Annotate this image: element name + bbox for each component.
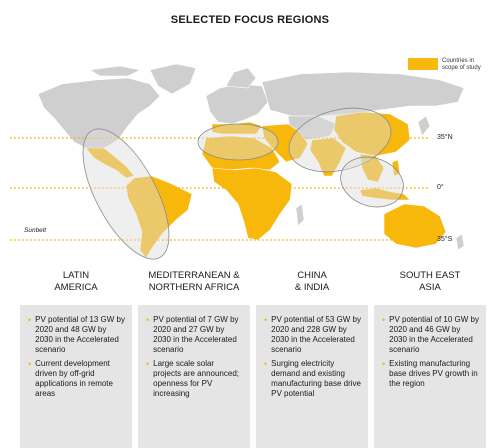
bullet-item: • PV potential of 53 GW by 2020 and 228 … [264,315,362,355]
europe-shape [205,83,269,125]
bullet-item: • Current development driven by off-grid… [28,359,126,399]
region-title-line1: CHINA [297,270,327,281]
bullet-text: Surging electricity demand and existing … [271,359,361,398]
new-zealand-shape [455,233,465,251]
mediterranean-ellipse [197,123,279,161]
region-title-line2: & INDIA [294,282,330,293]
bullet-dot-icon: • [264,315,268,325]
india-shape [309,137,347,177]
bullet-item: • PV potential of 10 GW by 2020 and 46 G… [382,315,480,355]
world-map: 35°N 0° 35°S [0,44,500,260]
legend-label: Countries in scope of study [442,58,481,71]
southeast-asia-ellipse [340,156,404,208]
region-title-mediterranean: MEDITERRANEAN & NORTHERN AFRICA [138,270,250,294]
bullet-dot-icon: • [382,359,386,369]
indonesia-shape [359,187,411,201]
bullet-dot-icon: • [264,359,268,369]
greenland-shape [149,63,197,95]
madagascar-shape [295,203,305,227]
bullet-item: • Existing manufacturing base drives PV … [382,359,480,389]
page-title: SELECTED FOCUS REGIONS [170,14,330,26]
region-title-line1: LATIN [62,270,90,281]
bullet-dot-icon: • [28,359,32,369]
arctic-islands-shape [89,65,141,77]
japan-shape [417,115,431,137]
bullet-dot-icon: • [28,315,32,325]
region-panel-southeast-asia: • PV potential of 10 GW by 2020 and 46 G… [374,305,486,448]
legend-swatch [408,58,438,70]
mexico-shape [85,147,135,179]
region-title-line2: ASIA [419,282,441,293]
region-panel-china-india: • PV potential of 53 GW by 2020 and 228 … [256,305,368,448]
bullet-item: • PV potential of 13 GW by 2020 and 48 G… [28,315,126,355]
bullet-text: PV potential of 7 GW by 2020 and 27 GW b… [153,315,239,354]
region-ellipses [82,107,404,260]
region-panel-mediterranean: • PV potential of 7 GW by 2020 and 27 GW… [138,305,250,448]
world-map-svg [10,63,465,260]
bullet-dot-icon: • [146,359,150,369]
bullet-item: • Large scale solar projects are announc… [146,359,244,399]
bullet-text: Existing manufacturing base drives PV gr… [389,359,478,388]
latitude-label-35n: 35°N [437,134,453,141]
latin-america-ellipse [82,128,170,260]
bullet-dot-icon: • [146,315,150,325]
sub-saharan-africa-shape [211,167,293,241]
region-panel-latin-america: • PV potential of 13 GW by 2020 and 48 G… [20,305,132,448]
region-title-china-india: CHINA & INDIA [256,270,368,294]
australia-shape [383,203,447,249]
region-title-line2: NORTHERN AFRICA [148,282,240,293]
sunbelt-label: Sunbelt [24,227,47,234]
region-title-latin-america: LATIN AMERICA [20,270,132,294]
region-title-southeast-asia: SOUTH EAST ASIA [374,270,486,294]
north-america-shape [37,77,161,157]
bullet-text: PV potential of 53 GW by 2020 and 228 GW… [271,315,361,354]
region-title-line1: SOUTH EAST [399,270,461,281]
legend: Countries in scope of study [408,58,490,72]
bullet-text: PV potential of 13 GW by 2020 and 48 GW … [35,315,125,354]
bullet-text: Current development driven by off-grid a… [35,359,113,398]
bullet-text: Large scale solar projects are announced… [153,359,239,398]
region-title-line2: AMERICA [54,282,98,293]
scandinavia-shape [225,67,257,89]
bullet-dot-icon: • [382,315,386,325]
region-title-line1: MEDITERRANEAN & [148,270,240,281]
bullet-item: • PV potential of 7 GW by 2020 and 27 GW… [146,315,244,355]
china-india-ellipse [288,107,392,173]
latitude-label-0: 0° [437,184,444,191]
bullet-text: PV potential of 10 GW by 2020 and 46 GW … [389,315,479,354]
bullet-item: • Surging electricity demand and existin… [264,359,362,399]
latitude-label-35s: 35°S [437,236,453,243]
